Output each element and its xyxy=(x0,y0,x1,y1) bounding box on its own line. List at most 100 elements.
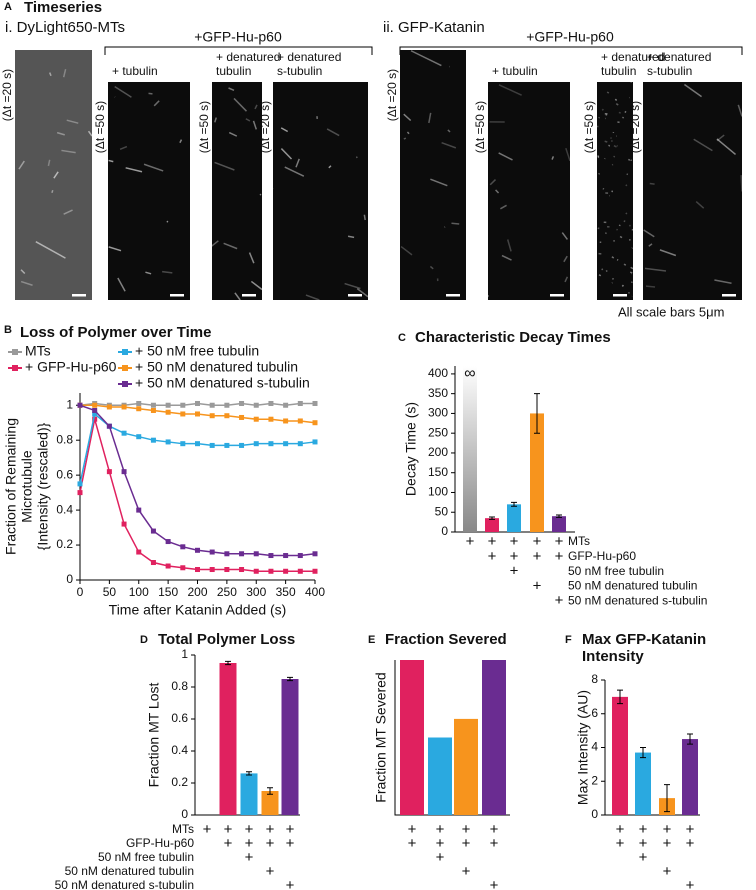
filament xyxy=(648,243,653,247)
filament xyxy=(214,117,217,123)
bar xyxy=(552,516,566,532)
section-title: ii. GFP-Katanin xyxy=(383,19,485,36)
column-label: + denatured xyxy=(647,50,711,64)
filament xyxy=(51,189,54,194)
chart-title: Characteristic Decay Times xyxy=(415,329,611,346)
condition-mark: + xyxy=(686,835,695,852)
chart-title: Loss of Polymer over Time xyxy=(20,324,211,341)
data-point xyxy=(165,539,171,545)
filament xyxy=(119,145,128,150)
data-point xyxy=(121,521,127,527)
x-tick-label: 350 xyxy=(276,585,296,599)
filament xyxy=(284,166,305,177)
data-point xyxy=(180,544,186,550)
data-point xyxy=(224,567,230,573)
treatment-label: +GFP-Hu-p60 xyxy=(194,29,282,45)
data-point xyxy=(312,439,318,445)
row-label: GFP-Hu-p60 xyxy=(568,549,636,563)
y-tick-label: 4 xyxy=(591,740,598,754)
bar xyxy=(240,773,258,815)
filament xyxy=(214,161,235,171)
condition-mark: + xyxy=(436,821,445,838)
filament xyxy=(280,127,289,133)
data-point xyxy=(224,442,230,448)
filament xyxy=(565,147,571,162)
panel-label: B xyxy=(4,324,12,336)
filament xyxy=(63,209,73,215)
row-label: 50 nM denatured s-tubulin xyxy=(55,878,194,890)
interval-label: (Δt =50 s) xyxy=(93,101,107,153)
data-point xyxy=(77,402,83,408)
data-point xyxy=(268,553,274,559)
x-tick-label: 100 xyxy=(129,585,149,599)
y-tick-label: 100 xyxy=(428,485,448,499)
condition-mark: + xyxy=(639,849,648,866)
filament xyxy=(598,116,601,119)
row-label: MTs xyxy=(568,534,590,548)
scale-bar xyxy=(348,294,362,297)
data-point xyxy=(195,400,200,406)
filament xyxy=(35,241,66,259)
y-tick-label: 2 xyxy=(591,773,598,787)
y-axis-label: Fraction MT Severed xyxy=(373,672,389,802)
condition-mark: + xyxy=(555,548,564,565)
data-point xyxy=(239,567,245,573)
filament xyxy=(223,242,238,250)
panel-title: Timeseries xyxy=(24,0,102,16)
data-point xyxy=(297,553,303,559)
filament xyxy=(499,204,507,210)
filament xyxy=(56,131,65,136)
filament xyxy=(489,178,497,186)
data-point xyxy=(77,490,83,496)
legend-label: + 50 nM denatured tubulin xyxy=(135,359,298,375)
filament xyxy=(506,239,512,252)
data-point xyxy=(180,402,186,408)
x-tick-label: 150 xyxy=(158,585,178,599)
filament xyxy=(205,240,219,251)
y-tick-label: 0 xyxy=(181,807,188,821)
legend-marker xyxy=(12,349,18,355)
filament xyxy=(605,114,608,116)
data-point xyxy=(180,565,186,571)
data-point xyxy=(180,411,186,417)
condition-mark: + xyxy=(555,592,564,609)
legend-label: + 50 nM free tubulin xyxy=(135,343,259,359)
condition-mark: + xyxy=(488,548,497,565)
condition-mark: + xyxy=(462,835,471,852)
filament xyxy=(245,118,251,122)
data-point xyxy=(121,430,127,436)
filament xyxy=(714,279,732,284)
condition-mark: + xyxy=(488,533,497,550)
x-tick-label: 250 xyxy=(217,585,237,599)
section-title: i. DyLight650-MTs xyxy=(5,19,125,36)
data-point xyxy=(165,409,171,415)
filament xyxy=(108,246,122,252)
filament xyxy=(613,144,617,148)
error-bar xyxy=(664,784,670,813)
filament xyxy=(114,85,132,98)
data-point xyxy=(150,437,156,443)
column-label: + denatured xyxy=(601,50,665,64)
interval-label: (Δt =20 s) xyxy=(628,101,642,153)
filament xyxy=(624,110,627,113)
data-point xyxy=(253,402,259,408)
scale-bar xyxy=(242,294,256,297)
data-point xyxy=(165,563,171,569)
kymograph xyxy=(400,50,466,300)
row-label: GFP-Hu-p60 xyxy=(126,836,194,850)
y-axis-label: Decay Time (s) xyxy=(403,402,419,496)
condition-mark: + xyxy=(245,849,254,866)
error-bar xyxy=(511,501,517,507)
legend-label: MTs xyxy=(25,343,51,359)
data-point xyxy=(312,568,318,574)
filament xyxy=(108,159,114,163)
condition-mark: + xyxy=(663,863,672,880)
filament xyxy=(628,291,630,294)
filament xyxy=(649,182,655,185)
filament xyxy=(604,232,607,235)
chart-title: Intensity xyxy=(582,648,644,665)
column-label: + tubulin xyxy=(112,64,158,78)
y-tick-label: 0.6 xyxy=(56,467,73,481)
filament xyxy=(737,104,743,117)
filament xyxy=(47,159,51,167)
